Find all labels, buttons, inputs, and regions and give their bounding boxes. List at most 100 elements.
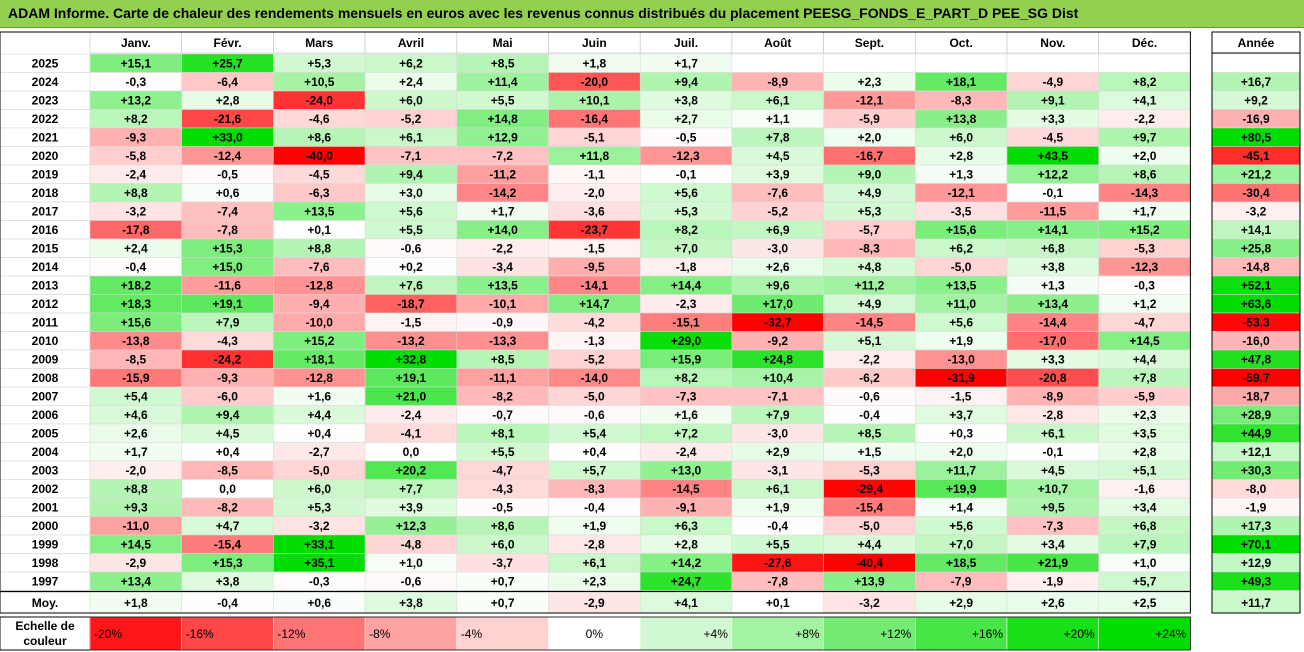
cell-value: -14,2 <box>489 186 517 200</box>
cell-value: +7,6 <box>399 279 423 293</box>
cell-value: +5,3 <box>307 57 331 71</box>
cell-value: -8,3 <box>951 94 972 108</box>
cell-value: +9,4 <box>399 168 423 182</box>
annual-value: -8,0 <box>1246 482 1267 496</box>
annual-header: Année <box>1238 36 1275 50</box>
cell-value: +6,8 <box>1041 242 1065 256</box>
cell-value: +6,1 <box>1041 427 1065 441</box>
cell-value: -8,9 <box>767 75 788 89</box>
cell-value: +15,3 <box>212 556 243 570</box>
cell-value: -9,3 <box>217 371 238 385</box>
cell-value: +0,4 <box>307 427 331 441</box>
cell-value: -4,9 <box>1043 75 1064 89</box>
cell-value: -7,3 <box>1043 519 1064 533</box>
legend-swatch <box>915 616 1008 651</box>
cell-value: -7,6 <box>767 186 788 200</box>
cell-value: +18,5 <box>946 556 977 570</box>
cell-value: +6,1 <box>399 131 423 145</box>
cell-value: -11,2 <box>489 168 516 182</box>
cell-value: +14,5 <box>121 538 152 552</box>
legend-stop-label: -12% <box>277 627 305 641</box>
cell-value: +6,1 <box>582 556 606 570</box>
cell-value: +4,1 <box>1133 94 1157 108</box>
cell-value: +4,6 <box>124 408 148 422</box>
cell-value: +0,3 <box>949 427 973 441</box>
cell-value: -1,6 <box>1134 482 1155 496</box>
cell-value: -14,0 <box>581 371 609 385</box>
cell-value: -6,4 <box>217 75 238 89</box>
cell-value: -3,1 <box>767 464 788 478</box>
cell-value: +9,0 <box>858 168 882 182</box>
year-label: 2002 <box>32 482 59 496</box>
cell-value: +12,9 <box>487 131 518 145</box>
cell-value: 0,0 <box>403 445 420 459</box>
cell-value: -0,7 <box>492 408 513 422</box>
cell-value: -4,2 <box>584 316 605 330</box>
cell-value: -4,3 <box>492 482 513 496</box>
cell-value: -4,5 <box>309 168 330 182</box>
cell-value: +1,7 <box>491 205 515 219</box>
cell-value: +7,8 <box>1133 371 1157 385</box>
avg-value: +2,6 <box>1041 596 1065 610</box>
annual-value: +44,9 <box>1241 427 1272 441</box>
year-label: 2023 <box>32 94 59 108</box>
cell-value: -13,2 <box>397 334 425 348</box>
cell-value: +9,4 <box>216 408 240 422</box>
cell-value: +14,5 <box>1129 334 1160 348</box>
cell-value: -0,6 <box>401 242 422 256</box>
year-label: 2013 <box>32 279 59 293</box>
cell-value: -2,2 <box>859 353 880 367</box>
cell-value: -7,1 <box>767 390 788 404</box>
year-label: 2024 <box>32 75 59 89</box>
legend-stop-label: 0% <box>586 627 604 641</box>
cell-value: +32,8 <box>396 353 427 367</box>
cell-value: +5,3 <box>307 501 331 515</box>
cell-value: -2,3 <box>676 297 697 311</box>
cell-value: -10,0 <box>306 316 334 330</box>
cell-value: -14,5 <box>856 316 884 330</box>
cell-value: +8,2 <box>124 112 148 126</box>
cell-value: +19,9 <box>946 482 977 496</box>
annual-cell <box>1211 53 1301 73</box>
cell-value: +8,8 <box>124 482 148 496</box>
cell-value: -5,0 <box>859 519 880 533</box>
cell-value: -5,2 <box>767 205 788 219</box>
avg-value: -3,2 <box>859 596 880 610</box>
annual-value: -16,9 <box>1242 112 1270 126</box>
cell-value: +0,1 <box>307 223 331 237</box>
year-label: 2011 <box>32 316 58 330</box>
cell-value: -2,4 <box>676 445 697 459</box>
cell-value: +1,9 <box>949 334 973 348</box>
cell-value: -2,8 <box>1043 408 1064 422</box>
title-bar: ADAM Informe. Carte de chaleur des rende… <box>0 0 1304 28</box>
cell-value: -10,1 <box>489 297 517 311</box>
cell-value: +10,4 <box>763 371 794 385</box>
cell-value: +3,4 <box>1041 538 1065 552</box>
cell-value: -12,8 <box>306 371 334 385</box>
cell-value: -31,9 <box>947 371 975 385</box>
cell-value: +9,1 <box>1041 94 1065 108</box>
cell-value: -5,9 <box>859 112 880 126</box>
cell-value: -0,9 <box>492 316 513 330</box>
cell-value: +14,1 <box>1038 223 1069 237</box>
cell-value: +3,7 <box>949 408 973 422</box>
year-label: 2019 <box>32 168 59 182</box>
cell-value: +9,4 <box>674 75 698 89</box>
cell-value: -3,2 <box>309 519 330 533</box>
year-label: 2009 <box>32 353 59 367</box>
annual-value: +49,3 <box>1241 575 1272 589</box>
cell-value: -16,7 <box>856 149 884 163</box>
cell-value: +1,6 <box>307 390 331 404</box>
cell-value: -5,2 <box>401 112 422 126</box>
annual-value: -30,4 <box>1242 186 1270 200</box>
column-header: Déc. <box>1132 36 1157 50</box>
cell-value: -0,5 <box>492 501 513 515</box>
cell-value: -20,0 <box>581 75 609 89</box>
cell-value: +3,3 <box>1041 353 1065 367</box>
cell-value: -7,1 <box>401 149 422 163</box>
year-label: 2018 <box>32 186 59 200</box>
year-label: 2012 <box>32 297 59 311</box>
legend-stop-label: +4% <box>704 627 729 641</box>
cell-value: +6,1 <box>766 482 790 496</box>
cell-value: -4,3 <box>217 334 238 348</box>
